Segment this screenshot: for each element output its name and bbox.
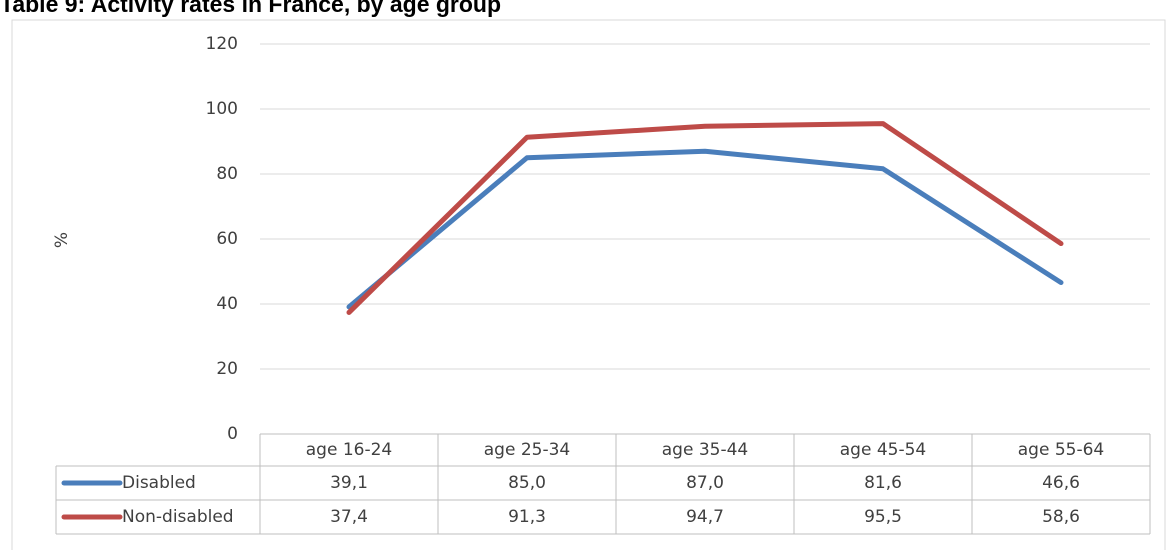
x-tick-label: age 16-24 bbox=[306, 440, 392, 460]
chart-title: Table 9: Activity rates in France, by ag… bbox=[0, 0, 501, 17]
chart-border bbox=[11, 19, 1166, 550]
x-tick-label: age 25-34 bbox=[484, 440, 570, 460]
x-tick-label: age 35-44 bbox=[662, 440, 748, 460]
legend-label: Disabled bbox=[122, 473, 196, 493]
data-table-value: 87,0 bbox=[686, 473, 724, 493]
data-table-value: 95,5 bbox=[864, 507, 902, 527]
y-tick-label: 120 bbox=[206, 34, 238, 54]
y-tick-label: 0 bbox=[227, 424, 238, 444]
legend-label: Non-disabled bbox=[122, 507, 234, 527]
data-table-value: 81,6 bbox=[864, 473, 902, 493]
y-tick-label: 80 bbox=[216, 164, 238, 184]
x-tick-label: age 55-64 bbox=[1018, 440, 1104, 460]
y-tick-label: 20 bbox=[216, 359, 238, 379]
x-tick-label: age 45-54 bbox=[840, 440, 926, 460]
data-table-value: 37,4 bbox=[330, 507, 368, 527]
data-table-value: 94,7 bbox=[686, 507, 724, 527]
y-tick-label: 100 bbox=[206, 99, 238, 119]
y-tick-label: 60 bbox=[216, 229, 238, 249]
data-table-value: 39,1 bbox=[330, 473, 368, 493]
series-line bbox=[346, 148, 1064, 310]
y-tick-label: 40 bbox=[216, 294, 238, 314]
y-axis-label: % bbox=[52, 232, 72, 248]
data-table-value: 58,6 bbox=[1042, 507, 1080, 527]
series-line bbox=[346, 121, 1064, 315]
data-table-value: 85,0 bbox=[508, 473, 546, 493]
data-table-value: 91,3 bbox=[508, 507, 546, 527]
data-table-value: 46,6 bbox=[1042, 473, 1080, 493]
